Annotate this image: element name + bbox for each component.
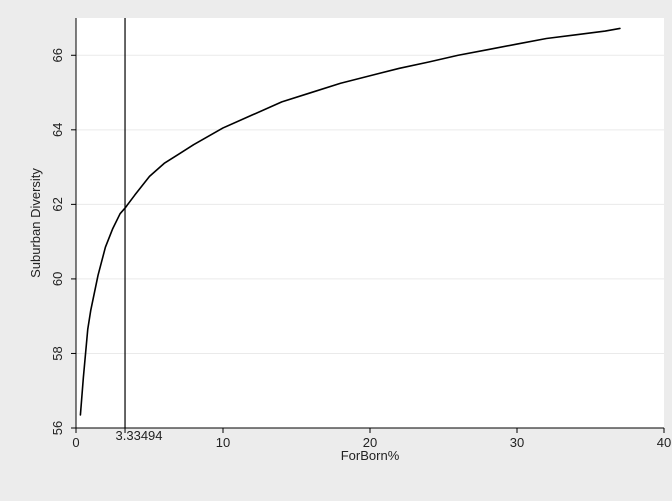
x-tick-label: 10 — [216, 435, 230, 450]
plot-area — [76, 18, 664, 428]
y-tick-label: 64 — [50, 123, 65, 137]
y-tick-label: 60 — [50, 272, 65, 286]
x-tick-label: 30 — [510, 435, 524, 450]
x-tick-label: 0 — [72, 435, 79, 450]
annotations: 3.33494 — [116, 18, 163, 443]
reference-label: 3.33494 — [116, 428, 163, 443]
y-tick-label: 56 — [50, 421, 65, 435]
axes: 56 58 60 62 64 66 0 10 20 30 40 — [50, 18, 671, 450]
y-tick-label: 66 — [50, 48, 65, 62]
x-axis-title: ForBorn% — [341, 448, 400, 463]
y-tick-label: 58 — [50, 346, 65, 360]
x-tick-label: 40 — [657, 435, 671, 450]
series-layer — [79, 27, 621, 416]
series-line — [79, 27, 621, 416]
y-tick-label: 62 — [50, 197, 65, 211]
y-axis-title: Suburban Diversity — [28, 168, 43, 278]
x-tick-label: 20 — [363, 435, 377, 450]
